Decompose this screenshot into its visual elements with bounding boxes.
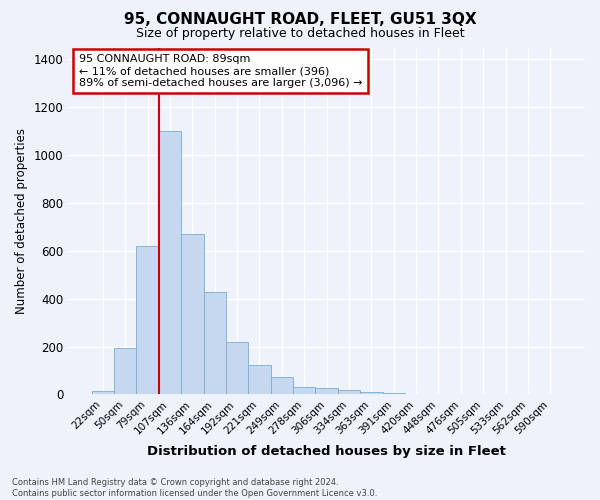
Bar [316,388,338,394]
X-axis label: Distribution of detached houses by size in Fleet: Distribution of detached houses by size … [147,444,506,458]
Bar [92,392,114,394]
Text: Size of property relative to detached houses in Fleet: Size of property relative to detached ho… [136,28,464,40]
Bar [226,342,248,394]
Bar [248,364,271,394]
Bar [203,292,226,395]
Text: 95 CONNAUGHT ROAD: 89sqm
← 11% of detached houses are smaller (396)
89% of semi-: 95 CONNAUGHT ROAD: 89sqm ← 11% of detach… [79,54,362,88]
Bar [271,376,293,394]
Bar [360,392,383,394]
Bar [293,388,316,394]
Bar [114,348,136,395]
Text: Contains HM Land Registry data © Crown copyright and database right 2024.
Contai: Contains HM Land Registry data © Crown c… [12,478,377,498]
Bar [181,234,203,394]
Bar [338,390,360,394]
Bar [136,246,159,394]
Bar [159,131,181,394]
Y-axis label: Number of detached properties: Number of detached properties [15,128,28,314]
Text: 95, CONNAUGHT ROAD, FLEET, GU51 3QX: 95, CONNAUGHT ROAD, FLEET, GU51 3QX [124,12,476,28]
